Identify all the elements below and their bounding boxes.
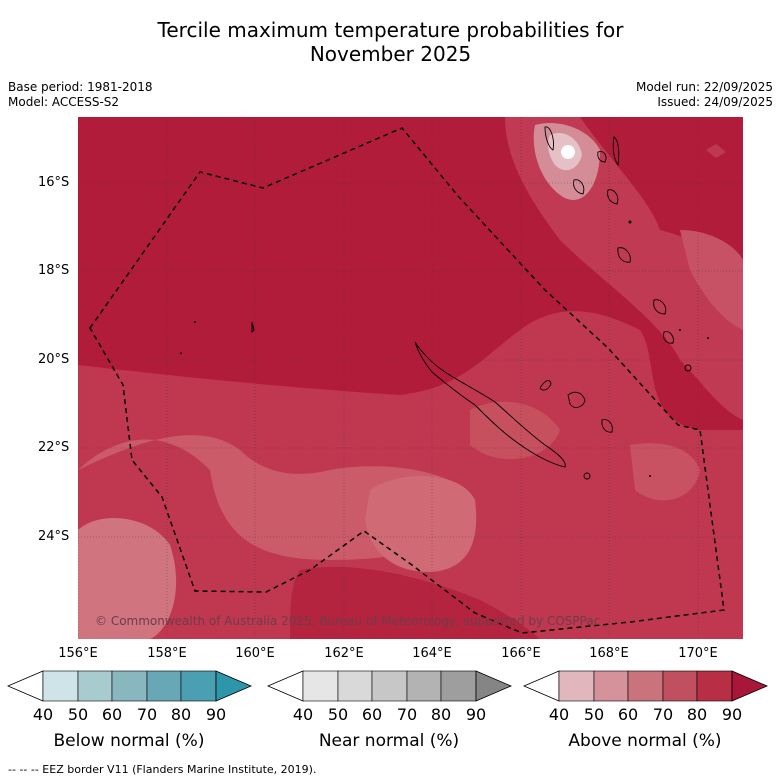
new-caledonia-outline — [414, 341, 566, 468]
espiritu-santo — [544, 126, 554, 151]
efate — [617, 247, 631, 263]
lat-label: 16°S — [38, 175, 70, 190]
malakula — [573, 179, 585, 195]
copyright-notice: © Commonwealth of Australia 2025, Bureau… — [95, 614, 601, 628]
zone-70-east — [630, 443, 700, 501]
lon-label: 164°E — [412, 646, 452, 661]
colorbar-tick: 40 — [32, 705, 54, 724]
colorbar-tick: 60 — [101, 705, 123, 724]
lon-label: 160°E — [235, 646, 275, 661]
title-line-2: November 2025 — [309, 42, 472, 66]
maewo — [612, 136, 620, 167]
epi — [607, 189, 619, 205]
colorbar-tick: 80 — [430, 705, 452, 724]
colorbar-tick: 60 — [361, 705, 383, 724]
colorbar-below-normal — [6, 670, 253, 702]
left-metadata: Base period: 1981-2018 Model: ACCESS-S2 — [8, 80, 153, 110]
model-run: Model run: 22/09/2025 — [635, 80, 773, 94]
colorbar-tick: 40 — [292, 705, 314, 724]
colorbar-above-normal — [522, 670, 769, 702]
colorbar-tick: 50 — [67, 705, 89, 724]
colorbar-tick: 90 — [465, 705, 487, 724]
colorbar-title-near: Near normal (%) — [318, 731, 460, 751]
isle-of-pines — [583, 472, 591, 480]
colorbar-tick: 70 — [652, 705, 674, 724]
erromango — [653, 299, 667, 315]
colorbar-tick: 90 — [205, 705, 227, 724]
zone-70-near-new-caledonia — [470, 401, 560, 460]
colorbar-tick: 70 — [396, 705, 418, 724]
base-period: Base period: 1981-2018 — [8, 80, 153, 94]
colorbar-tick: 80 — [686, 705, 708, 724]
eez-border — [89, 127, 725, 634]
lon-label: 156°E — [58, 646, 98, 661]
colorbar-near-normal — [266, 670, 513, 702]
small-island-west — [251, 321, 255, 334]
lon-label: 162°E — [324, 646, 364, 661]
tanna — [663, 331, 674, 344]
lon-label: 170°E — [678, 646, 718, 661]
loyalty-island-1 — [539, 380, 552, 391]
colorbar-tick: 50 — [327, 705, 349, 724]
lat-label: 20°S — [38, 352, 70, 367]
graticule — [78, 117, 743, 639]
colorbar-title-above: Above normal (%) — [568, 731, 722, 751]
colorbar-tick: 70 — [136, 705, 158, 724]
colorbar-tick: 50 — [583, 705, 605, 724]
zone-70-far-east — [680, 230, 743, 330]
tiny-islands — [180, 220, 709, 477]
colorbar-tick: 90 — [721, 705, 743, 724]
colorbar-tick: 80 — [170, 705, 192, 724]
lat-label: 24°S — [38, 529, 70, 544]
model-name: Model: ACCESS-S2 — [8, 95, 120, 109]
loyalty-island-3 — [601, 419, 613, 433]
lon-label: 166°E — [501, 646, 541, 661]
zone-80-90-south — [290, 566, 540, 639]
zone-below-40-vanuatu — [561, 145, 575, 159]
eez-legend-footer: -- -- -- EEZ border V11 (Flanders Marine… — [8, 763, 317, 776]
loyalty-island-2 — [567, 391, 586, 408]
title-line-1: Tercile maximum temperature probabilitie… — [157, 18, 624, 42]
right-metadata: Model run: 22/09/2025 Issued: 24/09/2025 — [636, 80, 773, 110]
colorbar-title-below: Below normal (%) — [53, 731, 205, 751]
coastlines — [251, 126, 692, 480]
lon-label: 168°E — [589, 646, 629, 661]
zone-small-patch — [706, 144, 726, 158]
ambae — [597, 151, 607, 163]
issued-date: Issued: 24/09/2025 — [657, 95, 773, 109]
lon-label: 158°E — [147, 646, 187, 661]
colorbar-tick: 40 — [548, 705, 570, 724]
map-title: Tercile maximum temperature probabilitie… — [0, 18, 781, 66]
lat-label: 18°S — [38, 263, 70, 278]
zone-60-70-centre — [365, 476, 477, 572]
colorbar-tick: 60 — [617, 705, 639, 724]
zone-60-70-south-west — [78, 518, 177, 639]
lat-label: 22°S — [38, 440, 70, 455]
aneityum — [684, 364, 692, 372]
